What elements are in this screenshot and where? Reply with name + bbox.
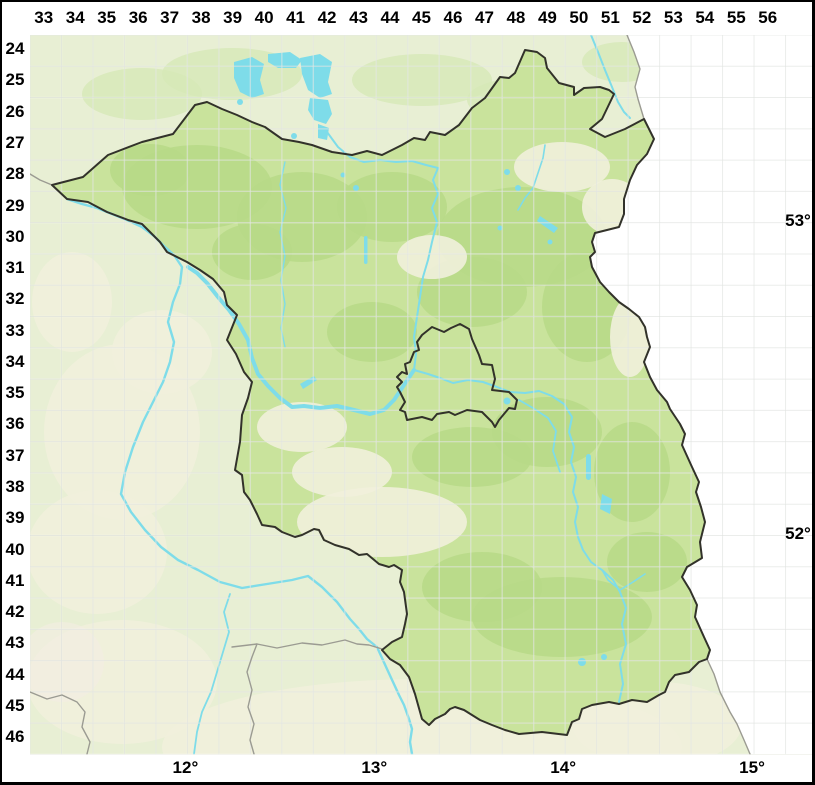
grid-column-label: 37: [160, 8, 180, 27]
grid-column-label: 36: [128, 8, 148, 27]
berlin-border: [396, 323, 518, 428]
poland-region: [590, 35, 812, 754]
grid-column-label: 49: [537, 8, 557, 27]
brandenburg-terrain-patches: [110, 142, 687, 657]
lake-small-3: [237, 99, 243, 105]
grid-row-label: 28: [5, 164, 25, 184]
lake-uckermark-3: [497, 225, 503, 231]
lake-small-1: [318, 124, 329, 140]
lake-small-2: [291, 133, 297, 139]
river-ucker: [517, 144, 546, 211]
grid-column-label: 45: [412, 8, 431, 27]
river-spree-branch: [601, 569, 646, 591]
brandenburg-border: [51, 49, 711, 736]
grid-row-label: 31: [5, 258, 25, 278]
river-spree: [413, 369, 627, 703]
lake-uckermark-2: [515, 185, 521, 191]
grid-column-label: 52: [632, 8, 652, 27]
lake-werbellinsee: [537, 216, 558, 233]
grid-column-label: 46: [443, 8, 463, 27]
border-neisse: [706, 658, 751, 755]
longitude-label: 15°: [739, 758, 765, 777]
grid-row-label: 46: [5, 727, 25, 747]
grid-column-label: 42: [317, 8, 337, 27]
grid-column-label: 44: [380, 8, 400, 27]
border-mecklenburg-west: [30, 173, 53, 186]
lake-tollensesee: [300, 54, 332, 98]
state-borders-gray: [30, 35, 751, 755]
grid-column-label: 54: [695, 8, 715, 27]
grid-row-label: 25: [5, 70, 25, 90]
river-havel-upper: [326, 131, 439, 371]
lake-scharmuetzelsee: [586, 454, 591, 480]
river-mulde: [193, 593, 231, 755]
grid-column-label: 50: [569, 8, 589, 27]
grid-row-label: 37: [5, 445, 25, 465]
border-saxony-anhalt-south: [246, 643, 258, 755]
grid-row-label: 33: [5, 320, 25, 340]
lake-kummerower: [308, 98, 332, 124]
grid-row-label: 38: [5, 477, 25, 497]
grid-column-label: 43: [349, 8, 368, 27]
grid-column-label: 51: [600, 8, 620, 27]
grid-row-label: 44: [5, 664, 25, 684]
grid-lines: [30, 35, 812, 755]
lake-mueritz: [234, 57, 264, 98]
grid-row-label: 26: [5, 101, 25, 121]
border-saxony-anhalt-west: [30, 691, 91, 755]
border-saxony-anhalt-saxony: [231, 639, 383, 650]
lake-uckermark-1: [504, 169, 510, 175]
grid-column-label: 38: [191, 8, 211, 27]
longitude-label: 13°: [361, 758, 388, 777]
river-oder-north: [590, 35, 631, 119]
latitude-label: 53°: [785, 211, 811, 231]
grid-row-label: 42: [5, 602, 25, 622]
lake-rheinsberg-1: [353, 185, 359, 191]
grid-row-label: 40: [5, 539, 25, 559]
grid-row-label: 43: [5, 633, 25, 653]
river-dahme: [518, 399, 561, 473]
grid-row-label: 30: [5, 226, 25, 246]
grid-column-label: 40: [254, 8, 274, 27]
lake-senftenberger-1: [578, 658, 586, 666]
grid-row-label: 45: [5, 696, 25, 715]
grid-column-label: 55: [726, 8, 746, 27]
grid-column-label: 48: [506, 8, 526, 27]
grid-column-label: 39: [223, 8, 243, 27]
river-elbe: [65, 197, 414, 755]
grid-row-label: 27: [5, 132, 25, 152]
grid-row-label: 35: [5, 383, 25, 403]
grid-row-label: 36: [5, 414, 25, 434]
lake-mueggelsee: [503, 397, 511, 405]
rivers: [65, 35, 646, 755]
grid-row-label: 29: [5, 195, 25, 215]
grid-column-label: 47: [474, 8, 494, 27]
lake-uckermark-4: [547, 239, 553, 245]
grid-column-label: 34: [65, 8, 85, 27]
longitude-label: 12°: [172, 758, 199, 777]
grid-row-label: 32: [5, 289, 25, 309]
grid-column-label: 33: [34, 8, 54, 27]
lake-plauer-see: [268, 52, 302, 68]
lake-senftenberger-2: [601, 654, 607, 660]
grid-row-label: 24: [5, 39, 25, 59]
lakes: [234, 52, 612, 666]
longitude-label: 14°: [550, 758, 577, 777]
grid-row-label: 39: [5, 508, 25, 528]
grid-column-label: 35: [97, 8, 117, 27]
river-havel-lower: [186, 265, 416, 416]
grid-row-label: 41: [5, 570, 25, 590]
latitude-label: 52°: [785, 523, 811, 543]
grid-column-label: 53: [663, 8, 683, 27]
grid-column-label: 56: [758, 8, 778, 27]
border-poland-north: [626, 35, 645, 120]
grid-column-label: 41: [286, 8, 306, 27]
grid-row-label: 34: [5, 351, 25, 371]
lake-ruppiner-see: [364, 236, 368, 264]
